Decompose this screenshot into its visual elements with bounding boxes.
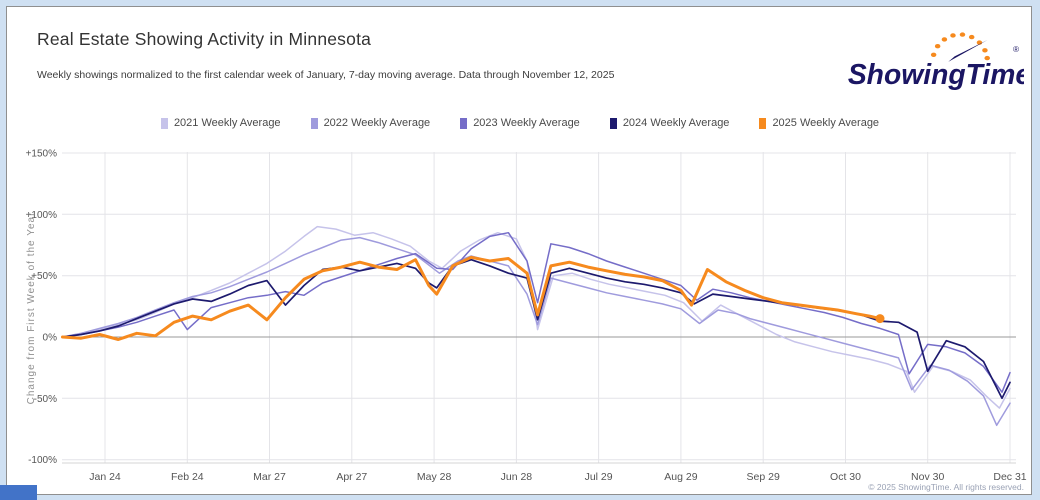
legend-item-2025[interactable]: 2025 Weekly Average xyxy=(759,117,879,129)
y-tick-label: -50% xyxy=(34,394,57,405)
logo-dot-icon xyxy=(930,52,937,57)
legend-item-2024[interactable]: 2024 Weekly Average xyxy=(609,117,730,129)
legend-item-2022[interactable]: 2022 Weekly Average xyxy=(310,117,431,129)
logo-dot-icon xyxy=(934,44,941,49)
series-line-2023 xyxy=(61,231,1011,393)
chart-legend: 2021 Weekly Average 2022 Weekly Average 20… xyxy=(0,117,1040,129)
chart-card: Real Estate Showing Activity in Minnesot… xyxy=(6,6,1032,495)
x-tick-label: Dec 31 xyxy=(993,471,1026,483)
legend-swatch-icon xyxy=(460,117,468,129)
legend-label: 2024 Weekly Average xyxy=(622,117,730,129)
legend-item-2023[interactable]: 2023 Weekly Average xyxy=(460,117,580,129)
x-tick-label: Nov 30 xyxy=(911,471,944,483)
series-line-2025 xyxy=(61,255,882,341)
y-tick-label: +150% xyxy=(26,149,58,160)
logo-wordmark: ShowingTime xyxy=(848,58,1024,90)
page-title: Real Estate Showing Activity in Minnesot… xyxy=(37,29,372,49)
x-tick-label: Jan 24 xyxy=(89,471,121,483)
y-tick-label: +100% xyxy=(26,210,58,221)
x-tick-label: Feb 24 xyxy=(171,471,204,483)
legend-item-2021[interactable]: 2021 Weekly Average xyxy=(160,117,281,129)
x-tick-label: Jun 28 xyxy=(501,471,533,483)
y-tick-label: -100% xyxy=(28,455,57,466)
legend-swatch-icon xyxy=(609,117,617,129)
series-line-2021 xyxy=(61,225,1011,409)
legend-swatch-icon xyxy=(759,117,767,129)
logo-dot-icon xyxy=(984,55,990,61)
logo-dot-icon xyxy=(941,37,948,42)
x-tick-label: Apr 27 xyxy=(336,471,367,483)
x-tick-label: Mar 27 xyxy=(253,471,286,483)
y-tick-label: 0% xyxy=(43,333,58,344)
y-tick-label: +50% xyxy=(31,271,57,282)
x-tick-label: May 28 xyxy=(417,471,452,483)
showingtime-logo: ShowingTime ® xyxy=(848,32,1024,90)
x-tick-label: Jul 29 xyxy=(585,471,613,483)
legend-label: 2022 Weekly Average xyxy=(323,117,431,129)
legend-swatch-icon xyxy=(160,117,168,129)
logo-dot-icon xyxy=(982,48,988,53)
series-end-dot-2025 xyxy=(875,314,885,324)
y-axis-title: Change from First Week of the Year xyxy=(26,212,37,405)
logo-dot-icon xyxy=(950,33,956,38)
bottom-left-blue-box xyxy=(0,485,37,500)
logo-registered-mark: ® xyxy=(1013,45,1019,54)
legend-swatch-icon xyxy=(310,117,318,129)
x-tick-label: Aug 29 xyxy=(664,471,697,483)
copyright-text: © 2025 ShowingTime. All rights reserved. xyxy=(868,482,1024,492)
legend-label: 2023 Weekly Average xyxy=(473,117,580,129)
chart-subtitle: Weekly showings normalized to the first … xyxy=(37,69,615,81)
x-tick-label: Oct 30 xyxy=(830,471,861,483)
series-line-2022 xyxy=(61,236,1011,427)
legend-label: 2025 Weekly Average xyxy=(772,117,880,129)
x-tick-label: Sep 29 xyxy=(747,471,780,483)
series-line-2024 xyxy=(61,258,1011,400)
legend-label: 2021 Weekly Average xyxy=(173,117,281,129)
logo-dot-icon xyxy=(968,34,975,40)
logo-clock-dots-icon xyxy=(930,32,990,61)
logo-dot-icon xyxy=(959,32,966,37)
